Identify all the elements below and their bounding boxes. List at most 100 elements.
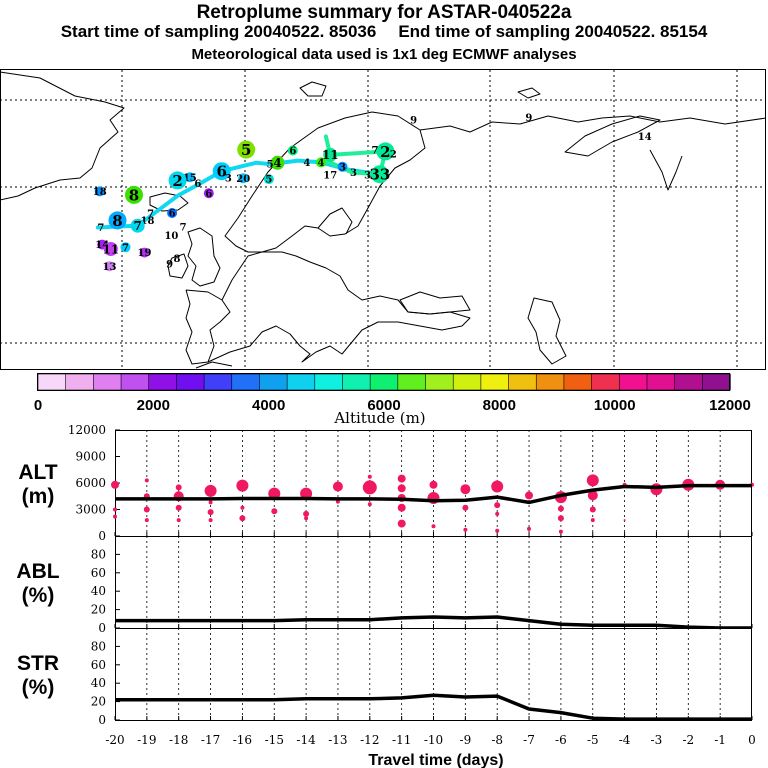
cluster-marker [238, 173, 249, 184]
coast-north-russia [419, 115, 767, 133]
altitude-bubble [558, 529, 563, 534]
altitude-bubble [236, 479, 249, 492]
panel-unit: (m) [22, 485, 55, 508]
colorbar-cell [369, 373, 399, 391]
altitude-bubble [204, 484, 217, 497]
cluster-label: 6 [194, 179, 201, 190]
x-tick-label: -14 [296, 733, 316, 747]
colorbar-cell [618, 373, 648, 391]
colorbar-cell [702, 373, 731, 391]
cluster-marker [287, 145, 298, 156]
cluster-label: 2 [390, 150, 397, 161]
cluster-label: 15 [183, 173, 197, 184]
cluster-marker [120, 242, 131, 253]
colorbar-cell [674, 373, 704, 391]
cluster-marker [184, 172, 195, 183]
y-tick-label: 20 [91, 695, 106, 709]
cluster-marker [94, 186, 105, 197]
cluster-label: 7 [180, 223, 187, 234]
colorbar-cell [452, 373, 482, 391]
y-tick-label: 40 [91, 584, 106, 598]
cluster-marker [130, 218, 145, 233]
altitude-bubble [144, 478, 149, 483]
altitude-bubble [431, 524, 436, 529]
cluster-label: 9 [166, 260, 173, 271]
coast-ireland [167, 253, 189, 279]
x-tick-label: -8 [491, 733, 503, 747]
colorbar-cell [176, 373, 205, 391]
altitude-bubble [527, 526, 531, 531]
altitude-bubble [495, 528, 500, 533]
altitude-bubble [589, 506, 596, 513]
colorbar-cell [231, 373, 261, 391]
cluster-label: 3 [350, 168, 357, 179]
panel-str: 0 20 40 60 80 STR(%) [17, 628, 753, 727]
cluster-marker [323, 147, 338, 162]
colorbar-cell [37, 373, 67, 391]
colorbar-cell [646, 373, 676, 391]
chart-title: Retroplume summary for ASTAR-040522a [196, 2, 572, 23]
y-tick-label: 60 [91, 566, 106, 580]
altitude-bubble [397, 503, 406, 512]
altitude-bubble [494, 502, 501, 509]
series-line-str [115, 693, 752, 721]
x-axis-title: Travel time (days) [368, 752, 503, 768]
x-tick-label: -3 [651, 733, 663, 747]
altitude-bubble [495, 511, 500, 516]
cluster-label: 7 [122, 243, 129, 254]
x-tick-label: -4 [619, 733, 631, 747]
altitude-bubble [367, 502, 372, 507]
coast-greenland [0, 71, 125, 201]
coast-novaya-zemlya [564, 115, 661, 157]
altitude-bubble [623, 519, 626, 522]
colorbar-cell [314, 373, 344, 391]
cluster-marker [108, 211, 127, 230]
coast-africa [195, 361, 233, 369]
cluster-label: 8 [174, 254, 181, 265]
y-tick-label: 12000 [68, 423, 106, 437]
colorbar-cell [120, 373, 150, 391]
altitude-bubble [397, 484, 406, 493]
altitude-bubble [557, 505, 564, 512]
cluster-marker [270, 155, 285, 170]
panel-unit: (%) [22, 676, 55, 699]
y-tick-label: 0 [98, 621, 106, 635]
coast-britain [187, 227, 221, 287]
altitude-bubble [268, 487, 281, 500]
y-tick-label: 6000 [75, 476, 106, 490]
cluster-label: 19 [138, 248, 152, 259]
cluster-marker [370, 165, 389, 184]
x-tick-label: -18 [169, 733, 188, 747]
cluster-marker [167, 208, 178, 218]
altitude-bubble [586, 474, 599, 487]
altitude-bubble [587, 490, 598, 501]
cluster-label: 7 [97, 223, 104, 234]
altitude-bubble [650, 483, 663, 496]
cluster-label: 6 [216, 163, 226, 181]
colorbar-cell [203, 373, 233, 391]
altitude-bubble [111, 480, 119, 489]
altitude-bubble [332, 481, 343, 492]
y-tick-label: 0 [98, 529, 106, 543]
colorbar-tick-label: 6000 [367, 397, 400, 414]
altitude-bubble [397, 519, 406, 528]
altitude-bubble [239, 515, 246, 522]
colorbar-tick-label: 0 [34, 397, 42, 414]
cluster-marker [376, 142, 395, 161]
x-axis: -20 -19 -18 -17 -16 -15 -14 -13 -12 -11 -10 -9 -8 -7-… [105, 733, 755, 768]
altitude-bubble [113, 507, 117, 512]
cluster-marker [237, 140, 256, 159]
altitude-bubble [143, 506, 150, 513]
colorbar-cells [37, 373, 731, 391]
met-data-note: Meteorological data used is 1x1 deg ECMW… [191, 46, 577, 63]
colorbar-cell [591, 373, 620, 391]
panel-alt: 0 3000 6000 9000 12000 ALT(m) [18, 423, 754, 543]
cluster-label: 14 [638, 132, 652, 143]
altitude-bubble [462, 504, 469, 511]
coast-ob-gulf [649, 149, 683, 191]
altitude-bubble [240, 505, 245, 510]
x-tick-label: -16 [233, 733, 252, 747]
colorbar-tick-labels: 0 2000 4000 6000 8000 10000 12000 [34, 397, 751, 414]
start-time: Start time of sampling 20040522. 85036 [60, 22, 377, 41]
